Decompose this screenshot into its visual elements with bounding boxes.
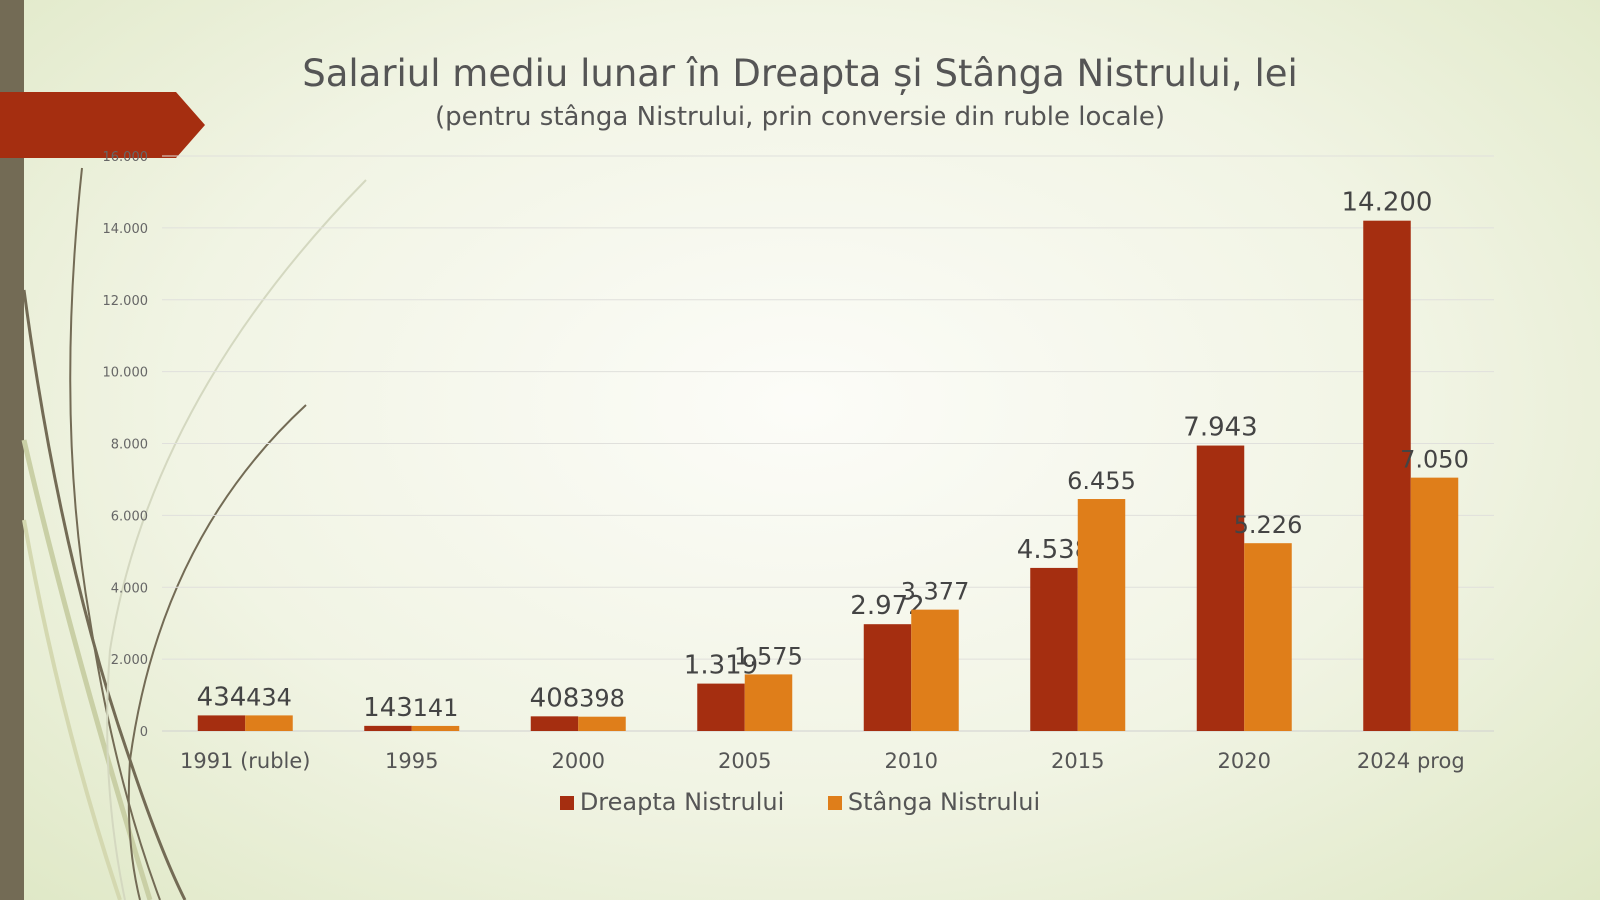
y-tick-label: 16.000: [103, 150, 149, 165]
x-tick-label: 2010: [885, 749, 938, 773]
data-label: 434: [246, 683, 292, 711]
legend-item-dreapta: Dreapta Nistrului: [559, 788, 785, 816]
x-tick-label: 2020: [1218, 749, 1271, 773]
data-label: 141: [413, 694, 459, 722]
bar-dreapta: [1196, 445, 1245, 731]
y-tick-label: 14.000: [103, 222, 149, 237]
legend-label: Stânga Nistrului: [847, 788, 1041, 816]
bar-stanga: [1244, 543, 1292, 731]
bar-dreapta: [364, 725, 412, 731]
y-tick-label: 2.000: [111, 653, 148, 668]
legend-label: Dreapta Nistrului: [579, 788, 785, 816]
legend-swatch: [559, 796, 574, 810]
chart-title: Salariul mediu lunar în Dreapta și Stâng…: [302, 52, 1298, 95]
data-label: 143: [363, 693, 413, 723]
data-label: 1.575: [734, 642, 803, 670]
x-tick-label: 2005: [718, 749, 771, 773]
bar-dreapta: [1363, 220, 1411, 731]
y-tick-label: 10.000: [103, 366, 149, 381]
data-label: 3.377: [901, 578, 970, 606]
x-tick-label: 1995: [385, 749, 438, 773]
y-tick-label: 4.000: [111, 581, 148, 596]
bar-stanga: [1077, 499, 1126, 731]
bar-stanga: [744, 674, 793, 731]
bar-stanga: [245, 715, 293, 731]
data-label: 7.943: [1183, 413, 1257, 443]
decorative-curves: [21, 167, 367, 900]
x-tick-label: 2015: [1051, 749, 1104, 773]
y-tick-label: 8.000: [111, 438, 148, 453]
y-tick-label: 12.000: [103, 294, 149, 309]
x-tick-label: 2024 prog: [1357, 749, 1465, 773]
legend-swatch: [827, 796, 842, 810]
chart-subtitle: (pentru stânga Nistrului, prin conversie…: [435, 102, 1165, 132]
data-label: 6.455: [1067, 467, 1136, 495]
data-label: 7.050: [1400, 446, 1469, 474]
legend: Dreapta Nistrului Stânga Nistrului: [0, 788, 1600, 816]
bar-stanga: [911, 609, 959, 731]
bar-stanga: [411, 725, 460, 731]
data-label: 14.200: [1342, 188, 1433, 218]
data-label: 434: [197, 682, 247, 712]
bar-dreapta: [1030, 567, 1078, 731]
bar-stanga: [578, 716, 626, 731]
legend-item-stanga: Stânga Nistrului: [827, 788, 1041, 816]
data-label: 398: [579, 685, 625, 713]
bar-dreapta: [697, 683, 745, 731]
title-banner-arrow: [0, 92, 205, 158]
y-tick-label: 6.000: [111, 509, 148, 524]
y-tick-label: 0: [140, 725, 148, 740]
bar-stanga: [1410, 477, 1459, 731]
data-label: 408: [530, 683, 580, 713]
bar-dreapta: [530, 716, 579, 731]
data-label: 5.226: [1234, 511, 1303, 539]
bar-dreapta: [197, 715, 246, 731]
x-tick-label: 2000: [552, 749, 605, 773]
bar-dreapta: [863, 624, 912, 731]
x-tick-label: 1991 (ruble): [180, 749, 311, 773]
